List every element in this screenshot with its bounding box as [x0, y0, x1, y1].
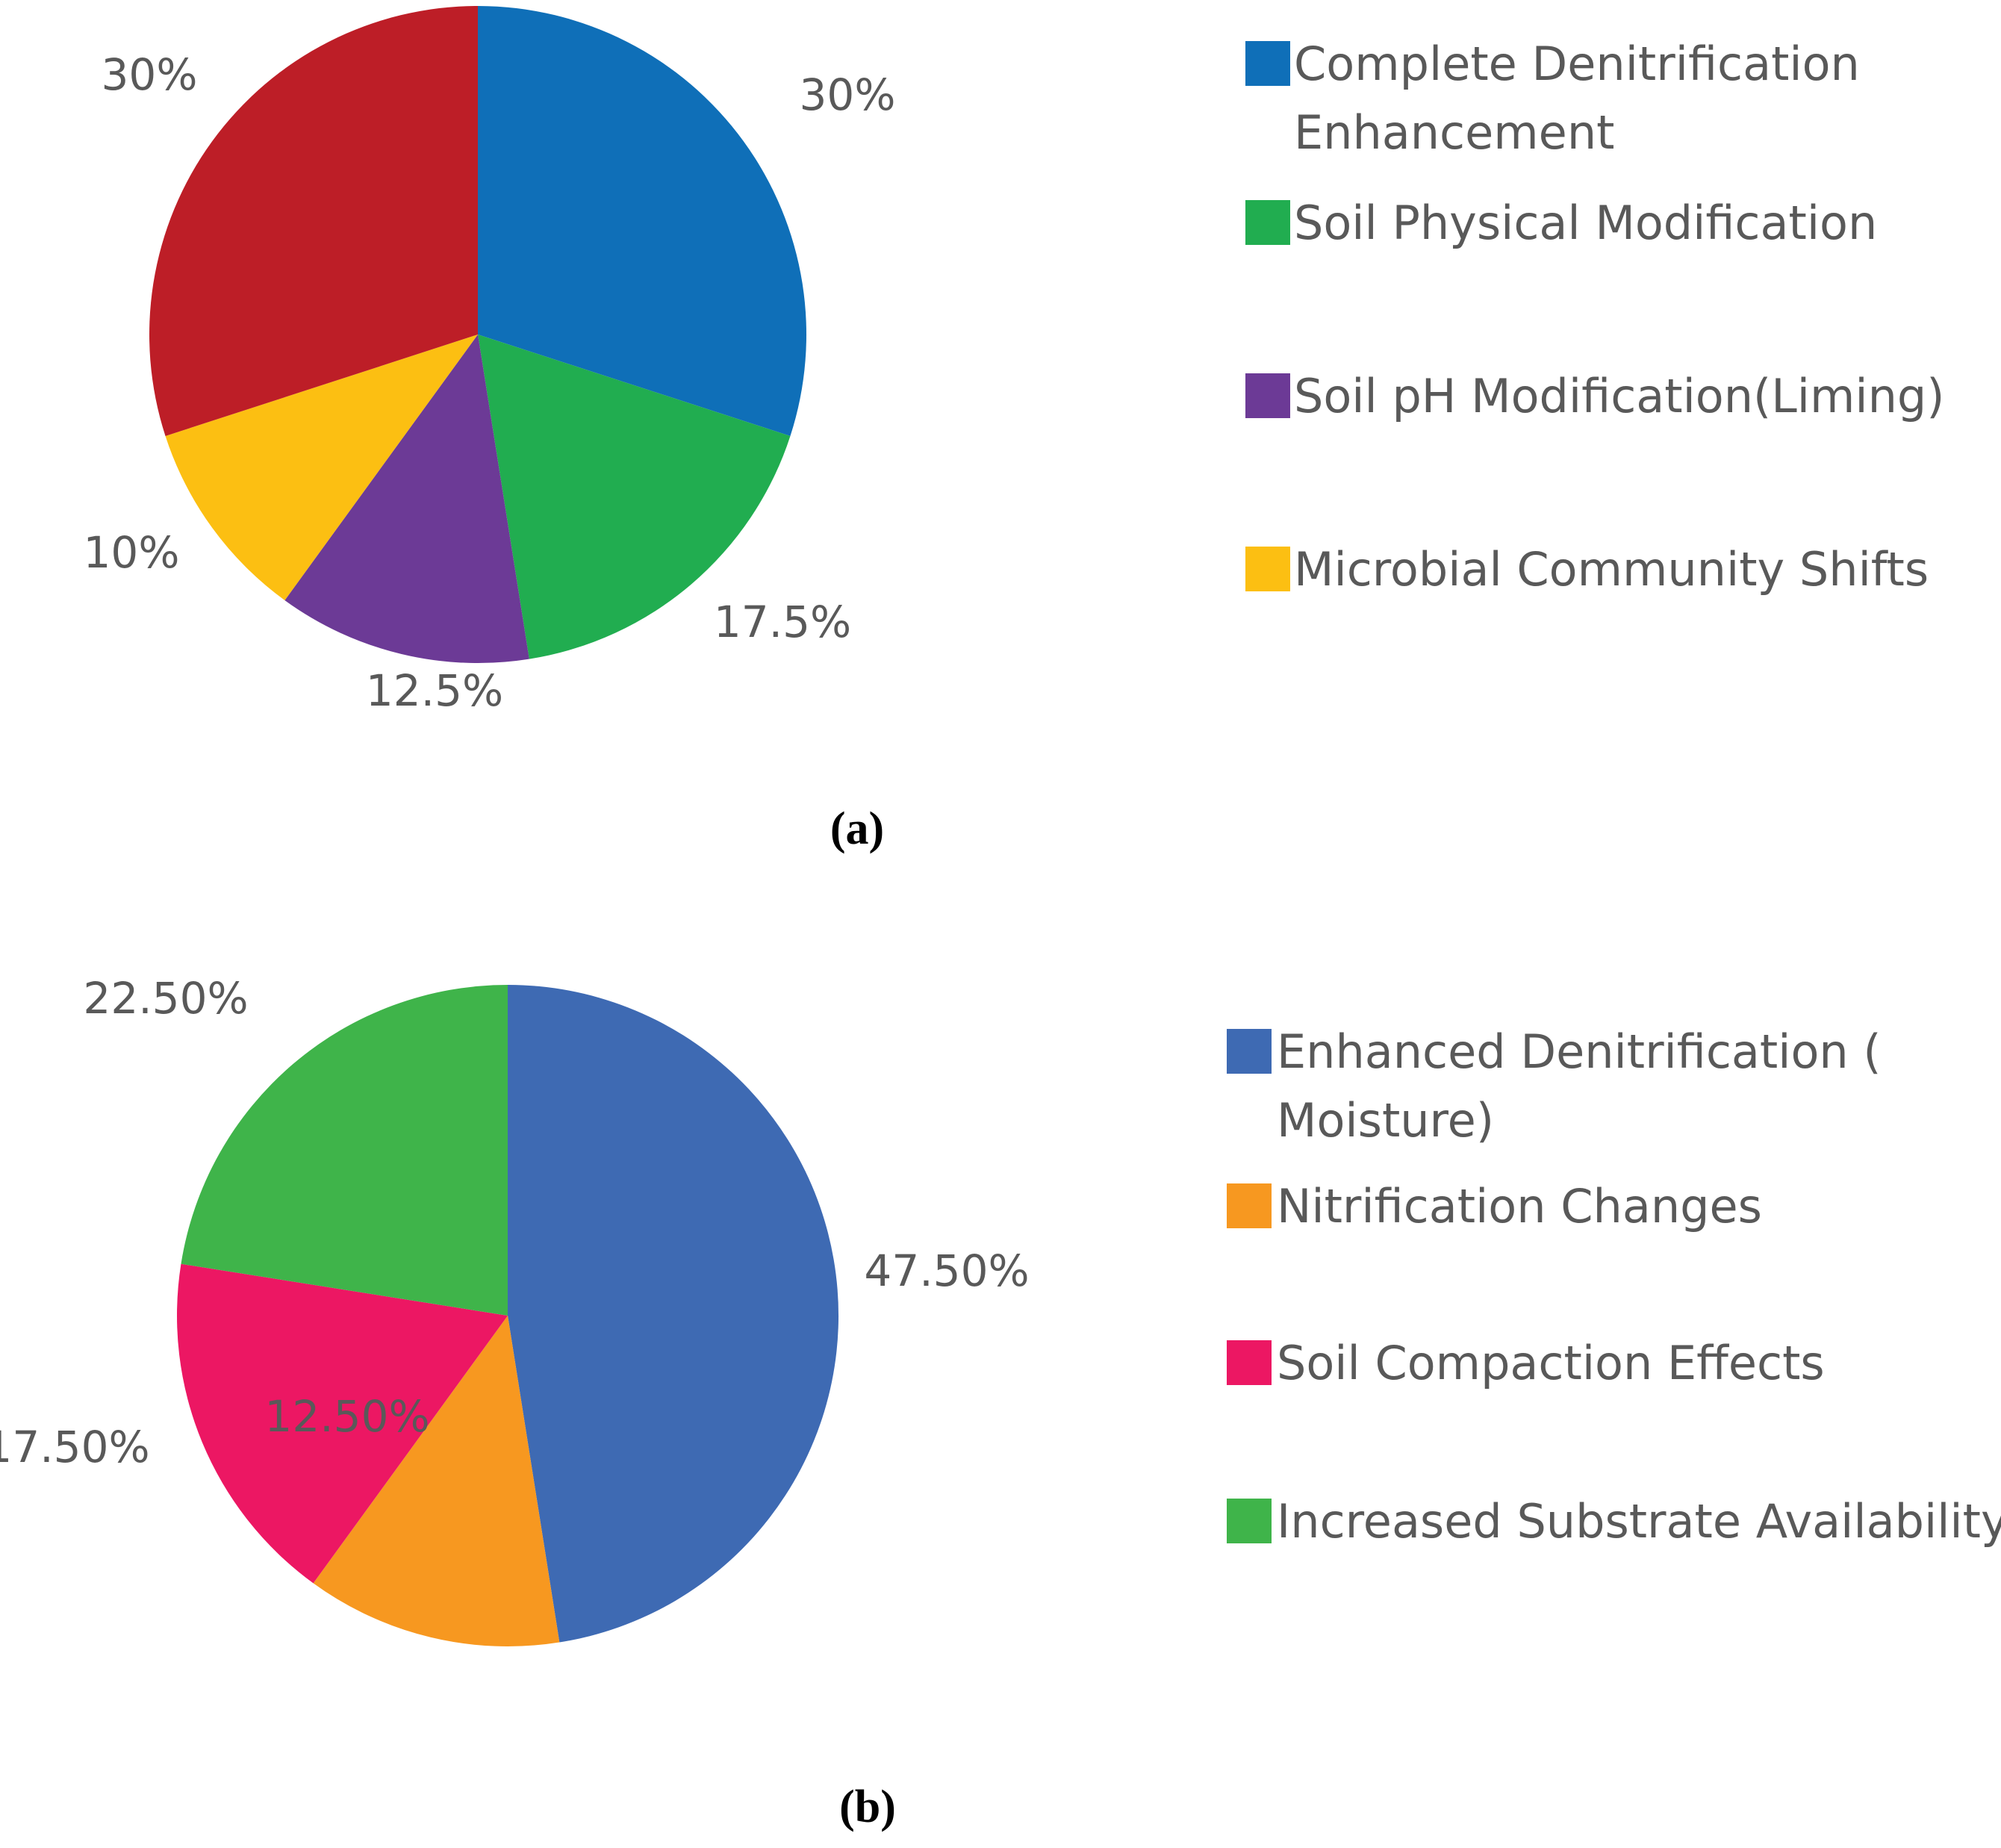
legend-item-b-2: Nitrification Changes — [1227, 1179, 1762, 1233]
data-label-b-3: 17.50% — [0, 1422, 150, 1472]
pie-slice-a-complete-denitrification-enhancement — [478, 6, 806, 436]
legend-label: Increased Substrate Availability — [1277, 1494, 2001, 1549]
data-label-a-2: 17.5% — [714, 597, 851, 647]
data-label-b-2: 12.50% — [264, 1391, 429, 1442]
data-label-a-1: 30% — [800, 69, 896, 120]
legend-label: Enhanced Denitrification ( — [1277, 1024, 1882, 1079]
legend-b: Enhanced Denitrification ( Moisture) Nitri… — [1227, 1024, 2001, 1549]
legend-label: Soil Physical Modification — [1294, 196, 1877, 250]
pie-slice-a-microbial-community-shifts — [165, 335, 479, 600]
legend-swatch — [1227, 1183, 1272, 1228]
legend-label: Complete Denitrification — [1294, 37, 1860, 91]
pie-slice-b-nitrification-changes — [313, 1316, 560, 1647]
legend-label: Soil pH Modification(Liming) — [1294, 369, 1944, 423]
pie-chart-b — [176, 985, 839, 1647]
legend-swatch — [1245, 547, 1290, 591]
legend-label: Enhancement — [1294, 105, 1614, 160]
pie-slice-b-increased-substrate-availability — [181, 985, 508, 1316]
legend-item-a-3: Soil pH Modification(Liming) — [1245, 369, 1944, 423]
legend-item-b-3: Soil Compaction Effects — [1227, 1336, 1825, 1390]
pie-slice-a-slice-5 — [149, 6, 479, 436]
legend-swatch — [1245, 41, 1290, 86]
slice-labels-b: 47.50% 12.50% 17.50% 22.50% — [0, 973, 1030, 1472]
legend-swatch — [1227, 1499, 1272, 1543]
pie-slice-b-enhanced-denitrification-moisture — [508, 985, 839, 1643]
data-label-b-4: 22.50% — [83, 973, 248, 1024]
panel-caption-a: (a) — [830, 803, 884, 854]
slice-labels-a: 30% 17.5% 12.5% 10% 30% — [84, 49, 896, 716]
legend-swatch — [1227, 1340, 1272, 1385]
legend-a: Complete Denitrification Enhancement Soil … — [1245, 37, 1944, 597]
legend-item-a-2: Soil Physical Modification — [1245, 196, 1877, 250]
legend-label: Nitrification Changes — [1277, 1179, 1762, 1233]
legend-item-a-4: Microbial Community Shifts — [1245, 542, 1929, 597]
data-label-a-3: 12.5% — [366, 665, 503, 716]
panel-caption-b: (b) — [839, 1782, 896, 1832]
pie-slice-a-soil-ph-modification-liming — [284, 335, 529, 663]
legend-label: Microbial Community Shifts — [1294, 542, 1929, 597]
legend-label: Moisture) — [1277, 1093, 1494, 1148]
legend-swatch — [1227, 1029, 1272, 1074]
legend-label: Soil Compaction Effects — [1277, 1336, 1825, 1390]
legend-item-b-1: Enhanced Denitrification ( Moisture) — [1227, 1024, 1882, 1148]
pie-chart-a — [149, 6, 806, 663]
data-label-b-1: 47.50% — [864, 1245, 1029, 1296]
legend-item-a-1: Complete Denitrification Enhancement — [1245, 37, 1860, 160]
legend-swatch — [1245, 373, 1290, 418]
legend-swatch — [1245, 200, 1290, 245]
pie-slice-a-soil-physical-modification — [478, 335, 791, 659]
data-label-a-5: 30% — [102, 49, 198, 100]
legend-item-b-4: Increased Substrate Availability — [1227, 1494, 2001, 1549]
data-label-a-4: 10% — [84, 527, 180, 578]
pie-slice-b-soil-compaction-effects — [176, 1263, 508, 1584]
